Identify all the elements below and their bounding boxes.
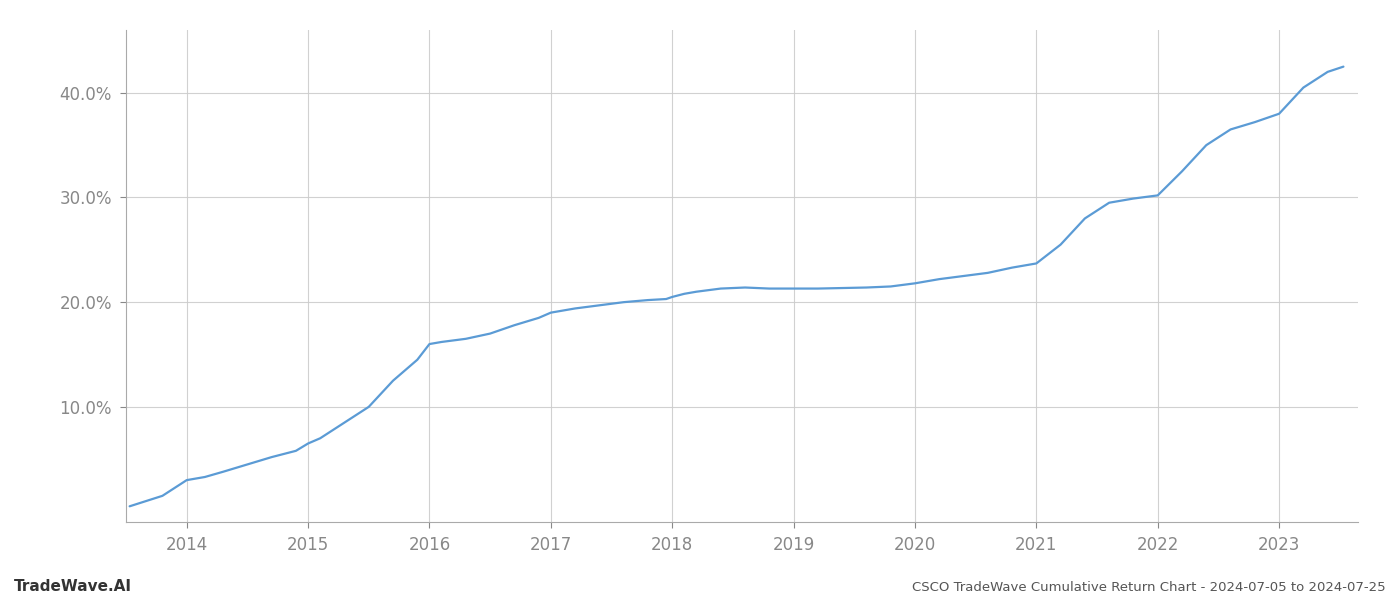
Text: CSCO TradeWave Cumulative Return Chart - 2024-07-05 to 2024-07-25: CSCO TradeWave Cumulative Return Chart -…	[913, 581, 1386, 594]
Text: TradeWave.AI: TradeWave.AI	[14, 579, 132, 594]
